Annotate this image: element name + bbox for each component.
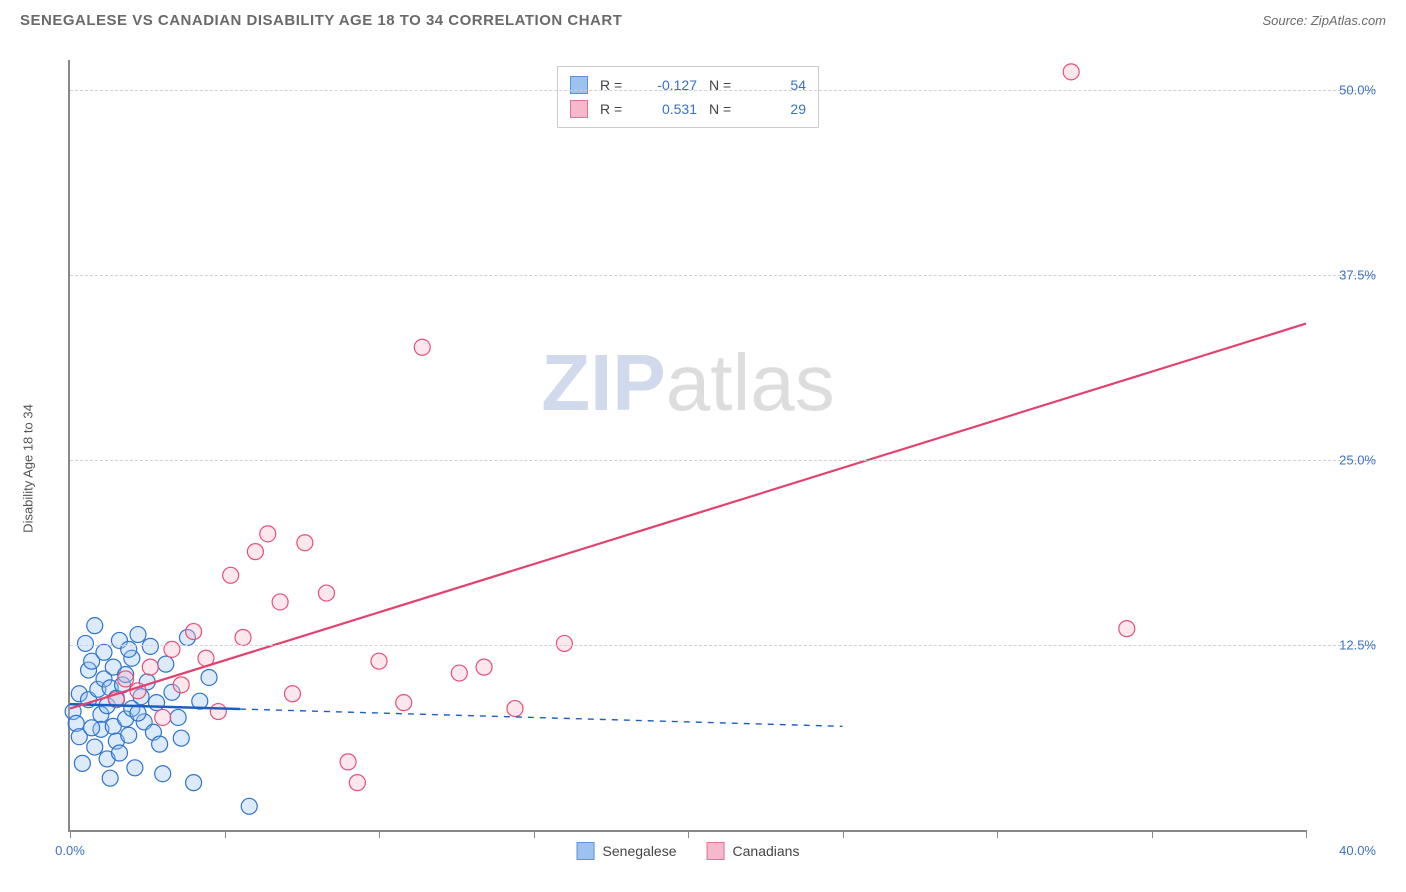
data-point xyxy=(210,704,226,720)
data-point xyxy=(507,701,523,717)
data-point xyxy=(247,544,263,560)
data-point xyxy=(96,644,112,660)
x-tick xyxy=(1152,830,1153,838)
data-point xyxy=(173,677,189,693)
data-point xyxy=(158,656,174,672)
data-point xyxy=(111,745,127,761)
gridline xyxy=(70,90,1376,91)
scatter-plot: ZIPatlas R = -0.127 N = 54 R = 0.531 N =… xyxy=(68,60,1306,832)
data-point xyxy=(201,669,217,685)
legend-item: Canadians xyxy=(707,842,800,860)
y-tick-label: 12.5% xyxy=(1316,637,1376,652)
legend-swatch-icon xyxy=(577,842,595,860)
x-tick xyxy=(225,830,226,838)
data-point xyxy=(451,665,467,681)
gridline xyxy=(70,645,1376,646)
data-point xyxy=(318,585,334,601)
x-tick-label: 0.0% xyxy=(55,843,85,858)
data-point xyxy=(142,659,158,675)
plot-svg xyxy=(70,60,1306,830)
x-max-label: 40.0% xyxy=(1339,843,1376,858)
data-point xyxy=(284,686,300,702)
y-tick-label: 37.5% xyxy=(1316,267,1376,282)
trend-line xyxy=(240,709,843,726)
data-point xyxy=(102,770,118,786)
data-point xyxy=(556,635,572,651)
gridline xyxy=(70,460,1376,461)
data-point xyxy=(130,627,146,643)
y-tick-label: 25.0% xyxy=(1316,452,1376,467)
data-point xyxy=(118,671,134,687)
data-point xyxy=(121,727,137,743)
data-point xyxy=(149,695,165,711)
data-point xyxy=(87,618,103,634)
data-point xyxy=(260,526,276,542)
data-point xyxy=(241,798,257,814)
data-point xyxy=(152,736,168,752)
data-point xyxy=(155,766,171,782)
data-point xyxy=(121,641,137,657)
x-tick xyxy=(997,830,998,838)
data-point xyxy=(371,653,387,669)
data-point xyxy=(84,720,100,736)
data-point xyxy=(74,755,90,771)
data-point xyxy=(235,630,251,646)
data-point xyxy=(87,739,103,755)
data-point xyxy=(349,775,365,791)
trend-line xyxy=(70,324,1306,709)
x-tick xyxy=(70,830,71,838)
legend-label: Canadians xyxy=(733,843,800,859)
x-tick xyxy=(1306,830,1307,838)
y-tick-label: 50.0% xyxy=(1316,82,1376,97)
y-axis-label: Disability Age 18 to 34 xyxy=(21,404,36,533)
data-point xyxy=(142,638,158,654)
data-point xyxy=(186,624,202,640)
data-point xyxy=(170,709,186,725)
source-label: Source: ZipAtlas.com xyxy=(1262,13,1386,28)
data-point xyxy=(272,594,288,610)
data-point xyxy=(414,339,430,355)
legend-label: Senegalese xyxy=(603,843,677,859)
data-point xyxy=(340,754,356,770)
data-point xyxy=(476,659,492,675)
series-legend: Senegalese Canadians xyxy=(577,842,800,860)
chart-title: SENEGALESE VS CANADIAN DISABILITY AGE 18… xyxy=(20,12,622,29)
x-tick xyxy=(379,830,380,838)
data-point xyxy=(396,695,412,711)
legend-swatch-icon xyxy=(707,842,725,860)
gridline xyxy=(70,275,1376,276)
chart-area: Disability Age 18 to 34 ZIPatlas R = -0.… xyxy=(20,50,1386,872)
data-point xyxy=(155,709,171,725)
data-point xyxy=(127,760,143,776)
data-point xyxy=(297,535,313,551)
legend-item: Senegalese xyxy=(577,842,677,860)
data-point xyxy=(77,635,93,651)
data-point xyxy=(1063,64,1079,80)
data-point xyxy=(173,730,189,746)
x-tick xyxy=(688,830,689,838)
data-point xyxy=(1119,621,1135,637)
data-point xyxy=(223,567,239,583)
data-point xyxy=(164,641,180,657)
x-tick xyxy=(843,830,844,838)
data-point xyxy=(186,775,202,791)
x-tick xyxy=(534,830,535,838)
